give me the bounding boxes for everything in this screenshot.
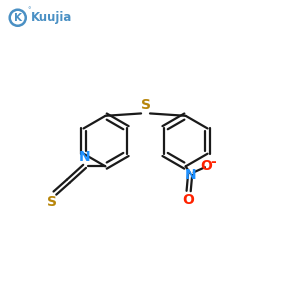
Text: O: O xyxy=(183,194,195,207)
Text: N: N xyxy=(184,168,196,182)
Text: K: K xyxy=(14,13,22,23)
Text: °: ° xyxy=(27,7,31,13)
Text: S: S xyxy=(140,98,151,112)
Text: S: S xyxy=(47,195,57,208)
Text: O: O xyxy=(200,159,212,173)
Text: N: N xyxy=(79,150,90,164)
Text: -: - xyxy=(210,155,216,169)
Text: Kuujia: Kuujia xyxy=(31,11,73,24)
